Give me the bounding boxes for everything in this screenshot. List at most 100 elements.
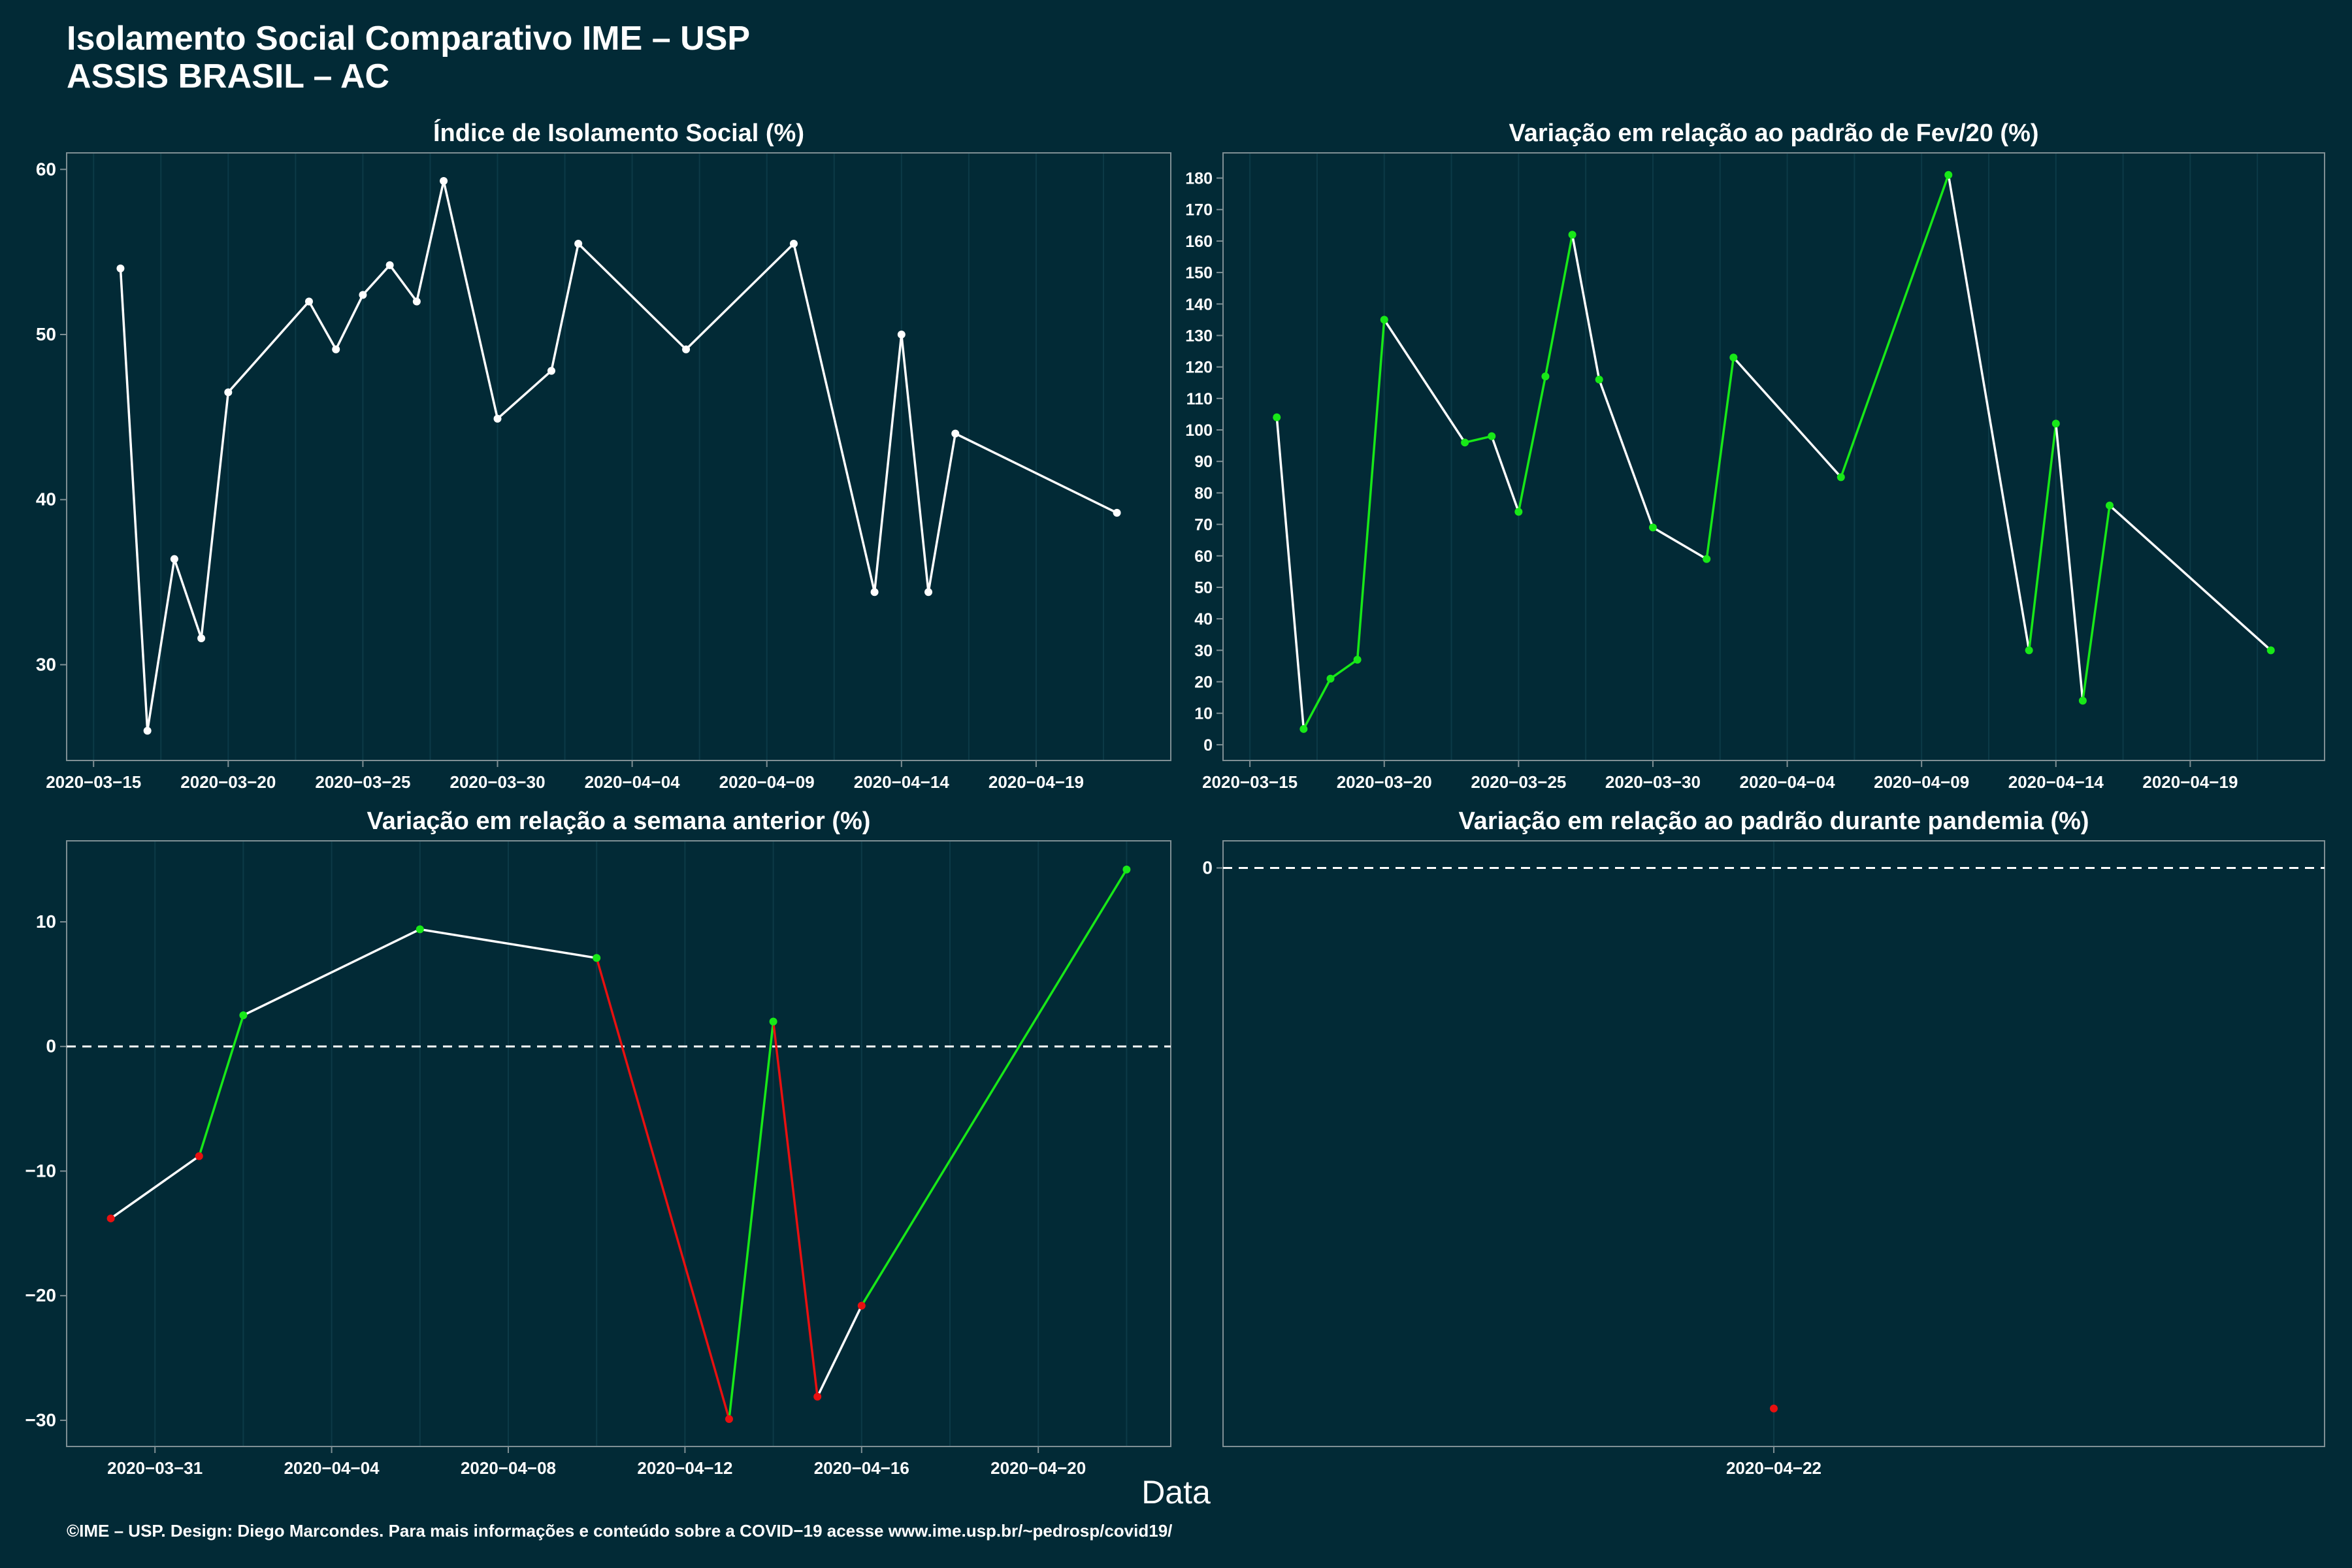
panel-border	[66, 152, 1171, 761]
y-tick-label: 30	[36, 654, 56, 674]
series-segment	[728, 1021, 775, 1420]
series-segment	[1544, 234, 1574, 377]
series-segment	[2082, 505, 2111, 701]
panel-title: Variação em relação ao padrão durante pa…	[1458, 808, 2089, 835]
series-segment	[900, 334, 930, 593]
series-segment	[242, 928, 421, 1017]
y-tick-label: 0	[1203, 736, 1213, 755]
x-tick-label: 2020−04−14	[2008, 772, 2104, 792]
series-segment	[1275, 417, 1305, 729]
series-segment	[200, 392, 230, 639]
data-point	[1837, 473, 1845, 482]
x-tick-label: 2020−03−15	[1202, 772, 1298, 792]
series-segment	[577, 242, 687, 350]
series-segment	[1733, 357, 1842, 478]
x-tick-label: 2020−04−22	[1726, 1458, 1821, 1478]
y-tick-label: 20	[1194, 674, 1213, 692]
data-point	[1461, 438, 1469, 447]
data-point	[195, 1152, 203, 1160]
data-point	[332, 345, 340, 353]
data-point	[1353, 655, 1362, 664]
x-tick-label: 2020−04−04	[284, 1458, 380, 1478]
footer-credits: ©IME – USP. Design: Diego Marcondes. Par…	[67, 1521, 1173, 1541]
y-tick-label: 160	[1185, 233, 1213, 251]
data-point	[304, 297, 313, 306]
panel-variation-week: Variação em relação a semana anterior (%…	[25, 808, 1171, 1478]
data-point	[106, 1214, 115, 1222]
series-segment	[1383, 319, 1466, 444]
data-point	[789, 239, 798, 248]
data-point	[1326, 674, 1335, 683]
x-tick-label: 2020−04−20	[990, 1458, 1086, 1478]
series-segment	[1598, 379, 1654, 529]
y-tick-label: 60	[1194, 547, 1213, 566]
series-segment	[362, 264, 391, 296]
series-segment	[335, 294, 364, 350]
data-point	[1648, 523, 1657, 532]
data-point	[725, 1415, 733, 1424]
y-tick-label: 10	[36, 911, 56, 932]
x-tick-label: 2020−04−04	[585, 772, 681, 792]
data-point	[1380, 316, 1388, 324]
x-tick-label: 2020−04−09	[719, 772, 815, 792]
y-tick-label: 30	[1194, 642, 1213, 660]
series-segment	[2027, 423, 2057, 651]
y-tick-label: 50	[36, 324, 56, 344]
x-tick-label: 2020−03−25	[1471, 772, 1566, 792]
x-tick-label: 2020−03−25	[315, 772, 410, 792]
panel-border	[1222, 152, 2325, 761]
data-point	[143, 727, 152, 735]
series-segment	[873, 334, 903, 593]
series-segment	[685, 242, 795, 350]
series-segment	[1356, 319, 1386, 660]
y-tick-label: 0	[46, 1036, 56, 1056]
data-point	[440, 176, 448, 185]
y-tick-label: 80	[1194, 484, 1213, 502]
x-tick-label: 2020−03−31	[107, 1458, 203, 1478]
panel-variation-feb: Variação em relação ao padrão de Fev/20 …	[1185, 120, 2325, 792]
data-point	[2078, 696, 2087, 705]
series-segment	[1464, 434, 1492, 444]
data-point	[1703, 555, 1711, 563]
series-segment	[1302, 678, 1332, 730]
data-point	[1568, 231, 1576, 239]
series-segment	[595, 957, 730, 1420]
x-tick-label: 2020−03−30	[1605, 772, 1701, 792]
y-tick-label: −20	[25, 1285, 57, 1305]
data-point	[2051, 419, 2060, 428]
y-tick-label: 40	[1194, 610, 1213, 629]
x-tick-label: 2020−04−08	[461, 1458, 556, 1478]
series-segment	[497, 370, 553, 420]
y-tick-label: 170	[1185, 201, 1213, 220]
x-axis-title: Data	[1141, 1474, 1211, 1511]
data-point	[493, 414, 502, 423]
page-title: Isolamento Social Comparativo IME – USP	[67, 20, 751, 57]
panel-title: Variação em relação ao padrão de Fev/20 …	[1509, 120, 2038, 147]
y-tick-label: 180	[1185, 170, 1213, 188]
data-point	[116, 264, 125, 272]
x-tick-label: 2020−04−09	[1874, 772, 1969, 792]
data-point	[416, 925, 424, 934]
series-segment	[1330, 659, 1358, 680]
y-tick-label: −30	[25, 1410, 57, 1430]
series-segment	[173, 559, 203, 639]
data-point	[1770, 1404, 1778, 1413]
y-tick-label: −10	[25, 1160, 57, 1181]
panel-variation-pandemic: Variação em relação ao padrão durante pa…	[1202, 808, 2325, 1478]
data-point	[1299, 725, 1308, 733]
data-point	[547, 367, 555, 375]
y-tick-label: 130	[1185, 327, 1213, 345]
data-point	[924, 588, 933, 596]
data-point	[951, 429, 960, 438]
series-segment	[1947, 174, 2031, 651]
data-point	[870, 588, 879, 596]
y-tick-label: 50	[1194, 579, 1213, 597]
x-tick-label: 2020−04−19	[2142, 772, 2238, 792]
data-point	[224, 388, 233, 397]
y-tick-label: 70	[1194, 516, 1213, 534]
series-segment	[2055, 423, 2084, 701]
data-point	[2266, 646, 2275, 655]
data-point	[593, 954, 601, 962]
series-segment	[110, 1155, 200, 1220]
